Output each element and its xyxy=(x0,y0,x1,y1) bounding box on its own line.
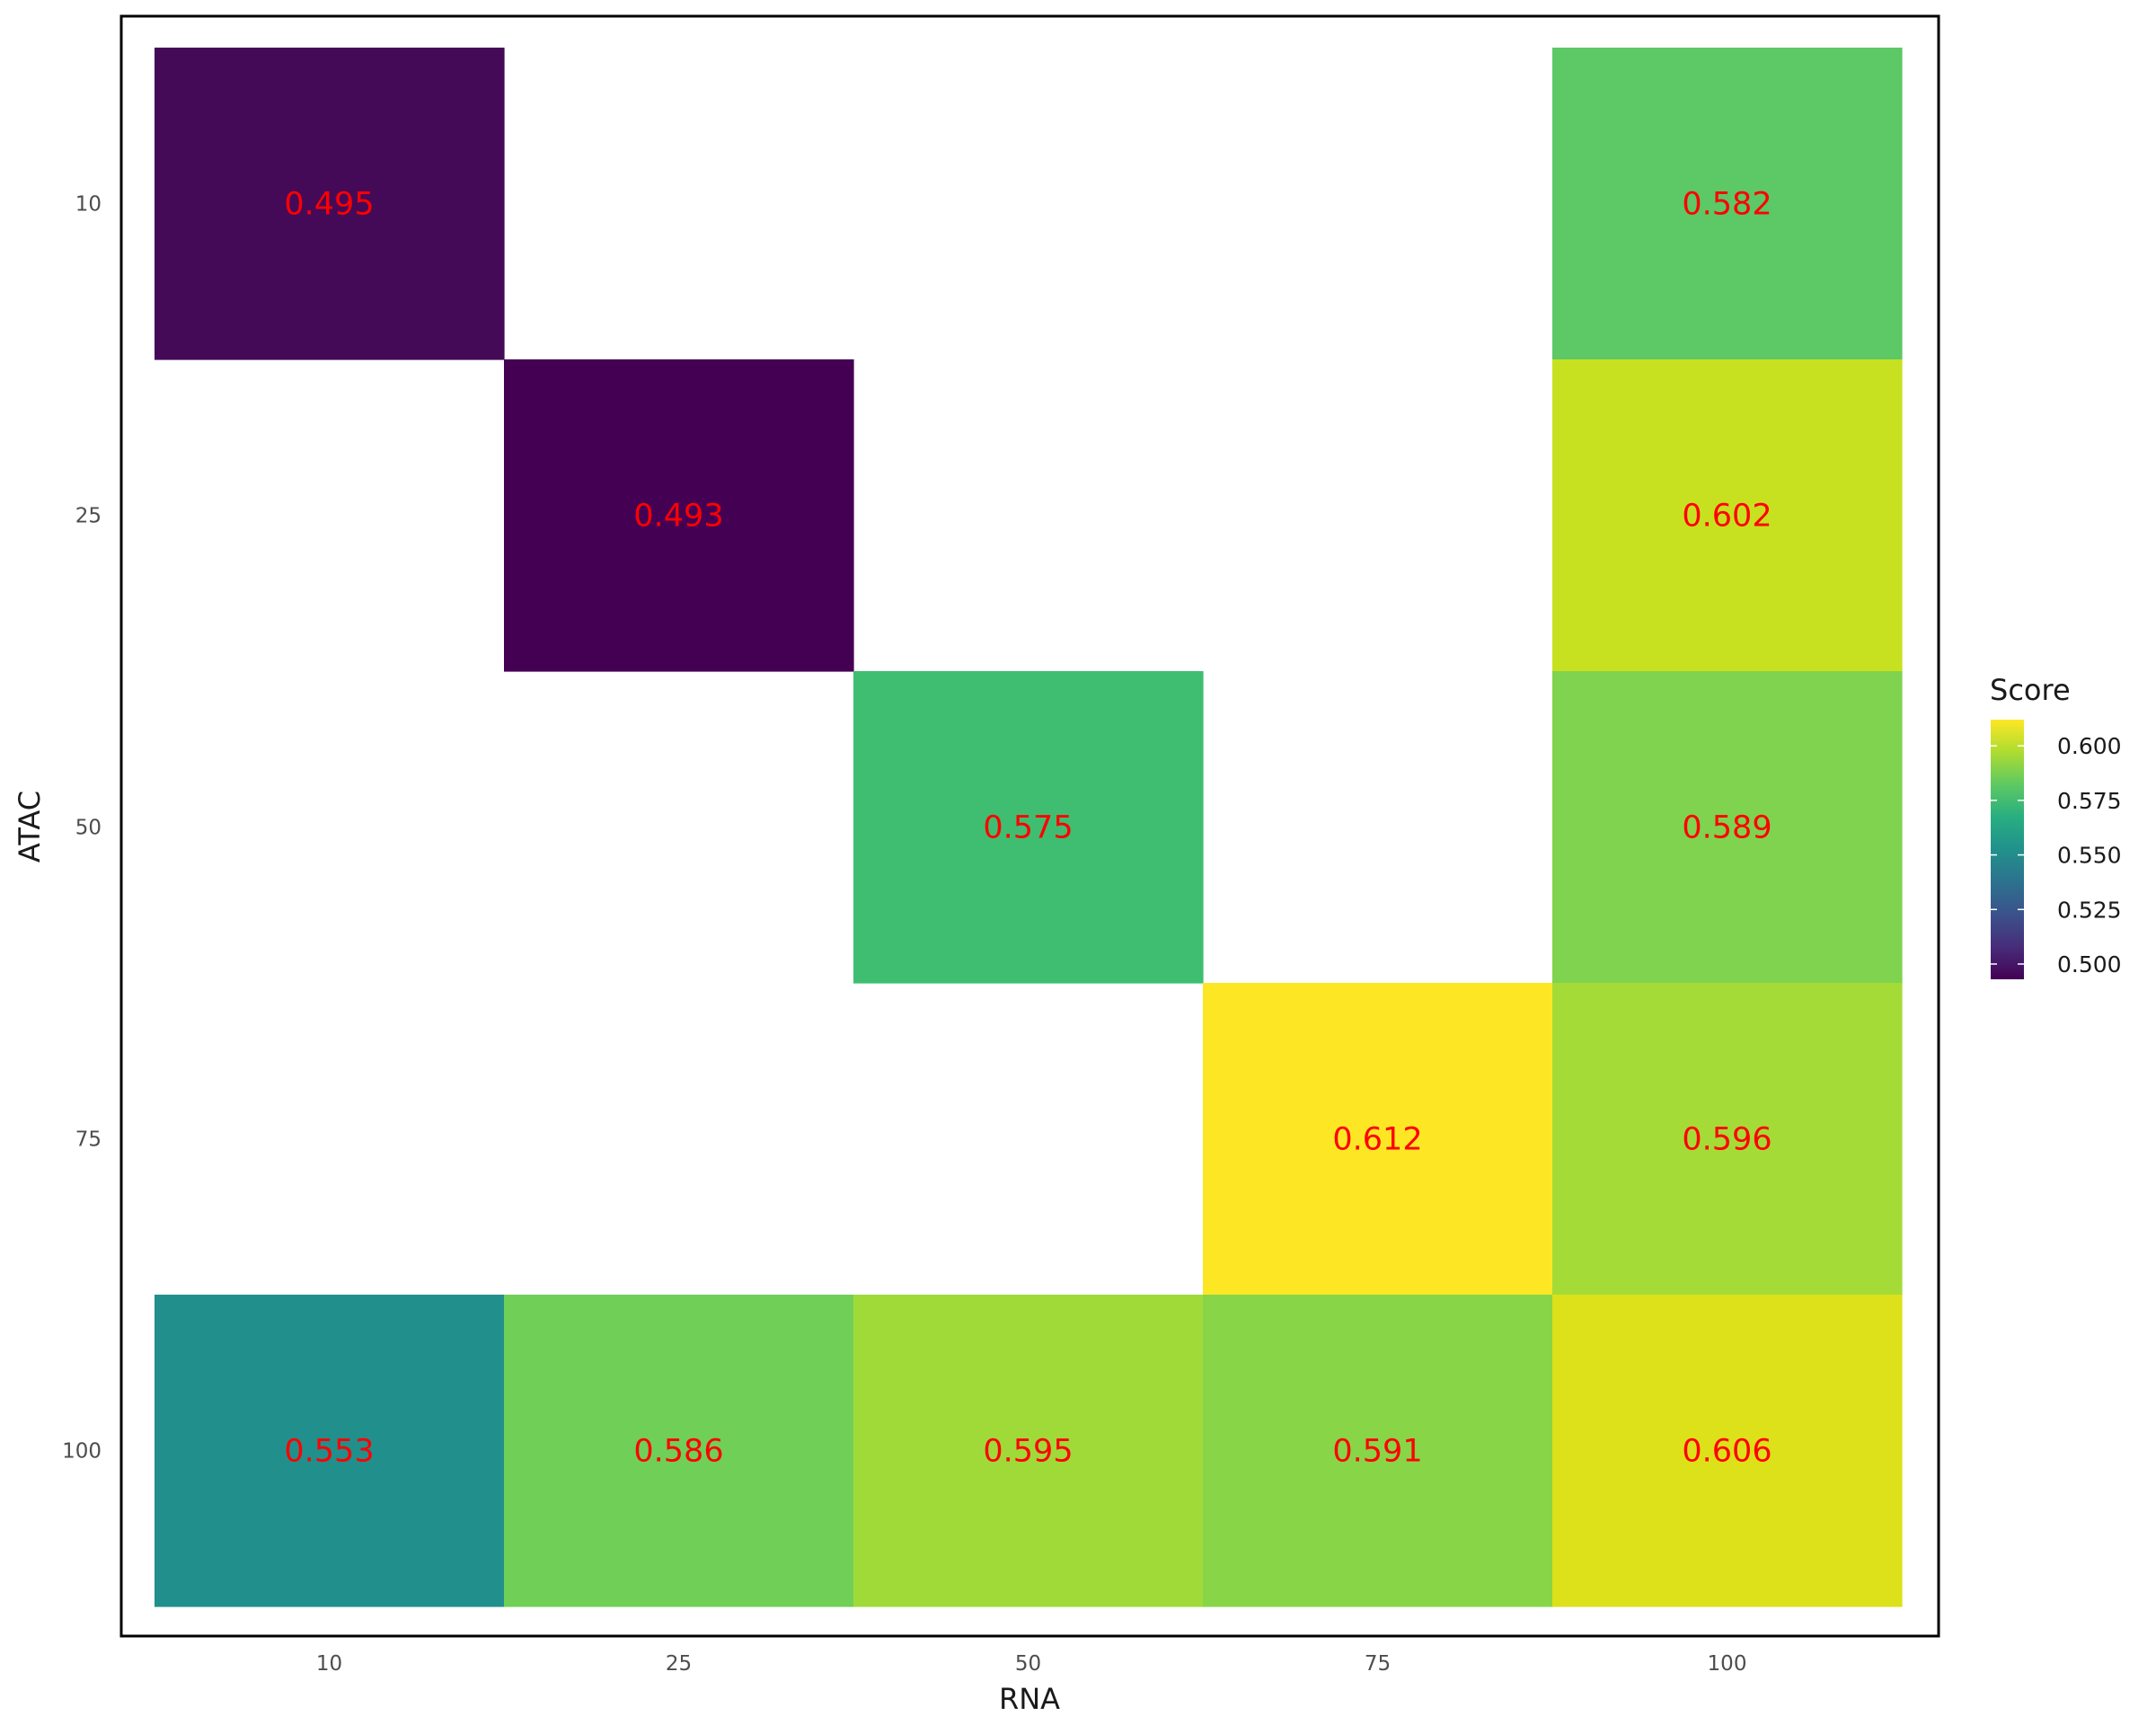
heatmap-cell xyxy=(1552,359,1903,672)
plot-panel-border xyxy=(119,14,1940,1638)
legend-title: Score xyxy=(1990,673,2071,707)
x-axis-title: RNA xyxy=(999,1682,1060,1716)
x-tick-label: 100 xyxy=(1708,1652,1747,1676)
cell-value-label: 0.493 xyxy=(633,499,723,535)
x-axis-ticks: 10 25 50 75 100 xyxy=(316,1652,1747,1676)
heatmap-cell xyxy=(504,1295,854,1607)
cell-value-label: 0.495 xyxy=(284,187,374,223)
heatmap-cell xyxy=(1552,983,1903,1296)
legend: Score 0.500 0.525 0.550 0.575 0.600 xyxy=(1990,673,2122,979)
cell-value-label: 0.591 xyxy=(1332,1434,1422,1470)
cell-value-label: 0.582 xyxy=(1682,187,1772,223)
heatmap-cell xyxy=(155,48,505,360)
legend-tick-label: 0.550 xyxy=(2057,843,2122,869)
legend-tick-label: 0.575 xyxy=(2057,788,2122,814)
y-tick-label: 75 xyxy=(75,1128,102,1152)
heatmap-cell xyxy=(1552,48,1903,360)
y-axis-title: ATAC xyxy=(13,791,47,862)
cell-value-label: 0.586 xyxy=(633,1434,723,1470)
x-tick-label: 50 xyxy=(1015,1652,1041,1676)
heatmap-cell xyxy=(1203,983,1553,1296)
cell-value-label: 0.589 xyxy=(1682,810,1772,846)
y-tick-label: 25 xyxy=(75,505,102,528)
cell-value-label: 0.612 xyxy=(1332,1122,1422,1158)
heatmap-cell xyxy=(1203,1295,1553,1607)
heatmap-cell xyxy=(1552,671,1903,984)
x-tick-label: 25 xyxy=(666,1652,692,1676)
cell-value-label: 0.596 xyxy=(1682,1122,1772,1158)
x-tick-label: 10 xyxy=(316,1652,342,1676)
x-tick-label: 75 xyxy=(1365,1652,1391,1676)
y-tick-label: 50 xyxy=(75,817,102,840)
y-tick-label: 10 xyxy=(75,193,102,217)
heatmap-cell xyxy=(504,359,854,672)
heatmap-cells xyxy=(155,48,1903,1607)
legend-tick-label: 0.500 xyxy=(2057,951,2122,978)
heatmap-cell xyxy=(1552,1295,1903,1607)
legend-ticks: 0.500 0.525 0.550 0.575 0.600 xyxy=(1991,733,2122,978)
y-tick-label: 100 xyxy=(62,1440,102,1464)
legend-colorbar xyxy=(1991,720,2024,979)
heatmap-cell xyxy=(853,1295,1204,1607)
cell-value-label: 0.553 xyxy=(284,1434,374,1470)
heatmap-cell xyxy=(853,671,1204,984)
cell-value-label: 0.595 xyxy=(983,1434,1073,1470)
cell-value-label: 0.575 xyxy=(983,810,1073,846)
y-axis-ticks: 10 25 50 75 100 xyxy=(62,193,102,1464)
heatmap-cell-labels: 0.495 0.582 0.493 0.602 0.575 0.589 0.612 0.596… xyxy=(284,187,1772,1470)
cell-value-label: 0.602 xyxy=(1682,499,1772,535)
legend-tick-label: 0.600 xyxy=(2057,733,2122,759)
legend-tick-label: 0.525 xyxy=(2057,897,2122,923)
cell-value-label: 0.606 xyxy=(1682,1434,1772,1470)
heatmap-cell xyxy=(155,1295,505,1607)
